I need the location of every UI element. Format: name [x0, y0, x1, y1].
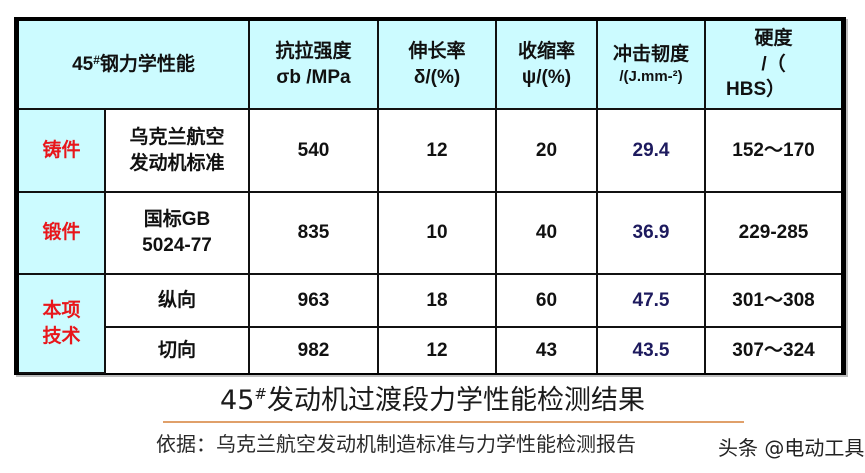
header-impact-toughness: 冲击韧度/(J.mm-²)	[596, 21, 706, 110]
standard-cell: 国标GB 5024-77	[104, 191, 250, 275]
header-tensile-strength: 抗拉强度 σb /MPa	[248, 21, 379, 110]
impact-cell: 36.9	[596, 191, 706, 275]
reduction-cell: 40	[495, 191, 598, 275]
category-cell: 铸件	[19, 108, 106, 193]
tensile-cell: 963	[248, 273, 379, 328]
header-elongation: 伸长率 δ/(%)	[377, 21, 497, 110]
table-row: 铸件 乌克兰航空 发动机标准 540 12 20 29.4 152～170	[19, 108, 841, 193]
hardness-cell: 301～308	[704, 273, 841, 328]
table-row: 本项 技术 纵向 963 18 60 47.5 301～308	[19, 273, 841, 374]
basis-note: 依据：乌克兰航空发动机制造标准与力学性能检测报告	[156, 432, 636, 456]
tensile-cell: 982	[248, 326, 379, 373]
tensile-cell: 835	[248, 191, 379, 275]
caption-divider	[163, 421, 744, 423]
table-caption: 45#发动机过渡段力学性能检测结果	[220, 385, 645, 416]
elongation-cell: 18	[377, 273, 497, 328]
hardness-cell: 152～170	[704, 108, 841, 193]
hardness-cell: 307～324	[704, 326, 841, 373]
hardness-cell: 229-285	[704, 191, 841, 275]
header-hardness: 硬度/（ HBS）	[704, 21, 841, 110]
reduction-cell: 43	[495, 326, 598, 373]
mechanical-properties-table: 45#钢力学性能 抗拉强度 σb /MPa 伸长率 δ/(%) 收缩率 ψ/(%) 冲…	[19, 21, 841, 374]
source-watermark: 头条 @电动工具迷	[718, 436, 865, 460]
standard-cell: 乌克兰航空 发动机标准	[104, 108, 250, 193]
header-reduction-of-area: 收缩率 ψ/(%)	[495, 21, 598, 110]
reduction-cell: 60	[495, 273, 598, 328]
elongation-cell: 12	[377, 326, 497, 373]
properties-table-frame: 45#钢力学性能 抗拉强度 σb /MPa 伸长率 δ/(%) 收缩率 ψ/(%) 冲…	[14, 17, 846, 375]
table-row: 切向 982 12 43 43.5 307～324	[19, 326, 841, 373]
header-steel-properties: 45#钢力学性能	[19, 21, 250, 110]
header-row: 45#钢力学性能 抗拉强度 σb /MPa 伸长率 δ/(%) 收缩率 ψ/(%) 冲…	[19, 21, 841, 110]
impact-cell: 43.5	[596, 326, 706, 373]
elongation-cell: 10	[377, 191, 497, 275]
table-row: 锻件 国标GB 5024-77 835 10 40 36.9 229-285	[19, 191, 841, 275]
category-cell: 本项 技术	[19, 273, 106, 374]
standard-cell: 纵向	[104, 273, 250, 328]
reduction-cell: 20	[495, 108, 598, 193]
standard-cell: 切向	[105, 326, 250, 373]
impact-cell: 29.4	[596, 108, 706, 193]
elongation-cell: 12	[377, 108, 497, 193]
tensile-cell: 540	[248, 108, 379, 193]
impact-cell: 47.5	[596, 273, 706, 328]
category-cell: 锻件	[19, 191, 106, 275]
